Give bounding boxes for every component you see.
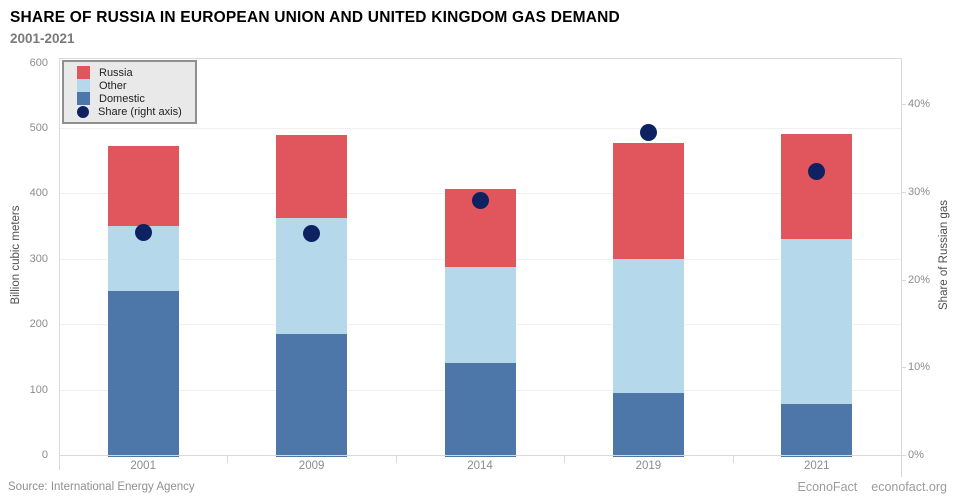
right-axis-tick-label: 40% <box>908 98 931 111</box>
left-axis-tick-label: 400 <box>29 187 48 200</box>
right-axis-tick <box>901 192 906 194</box>
right-axis-tick <box>901 455 906 456</box>
right-axis-title: Share of Russian gas <box>938 200 950 310</box>
left-axis-tick-label: 100 <box>29 383 48 396</box>
bar-segment-domestic-2021 <box>781 403 853 457</box>
x-axis-boundary-tick <box>732 455 734 463</box>
bar-segment-other-2021 <box>781 238 853 404</box>
share-dot-2014 <box>471 192 489 210</box>
left-axis-tick-label: 0 <box>41 449 48 461</box>
legend-swatch-icon <box>77 92 90 105</box>
legend-item-other: Other <box>77 79 189 92</box>
legend: Russia Other Domestic Share (right axis) <box>62 60 197 124</box>
right-axis-tick-label: 0% <box>908 449 924 461</box>
bar-segment-russia-2009 <box>276 134 348 218</box>
bar-segment-domestic-2009 <box>276 334 348 457</box>
right-axis-line <box>901 58 902 477</box>
legend-item-share: Share (right axis) <box>77 105 189 118</box>
legend-swatch-icon <box>77 66 90 79</box>
right-axis-tick-label: 20% <box>908 273 931 286</box>
bar-segment-other-2014 <box>444 267 516 364</box>
x-axis-boundary-tick <box>564 455 566 463</box>
left-axis-title: Billion cubic meters <box>10 205 22 305</box>
left-axis-line <box>59 58 60 470</box>
gridline <box>60 127 901 129</box>
legend-label: Share (right axis) <box>98 105 182 118</box>
plot-top-border <box>59 58 902 59</box>
bar-segment-domestic-2001 <box>107 291 179 457</box>
bar-segment-russia-2001 <box>107 146 179 227</box>
left-axis-tick-label: 500 <box>29 121 48 134</box>
left-axis-tick-label: 600 <box>29 56 48 69</box>
x-axis-label-2019: 2019 <box>635 460 662 472</box>
legend-item-domestic: Domestic <box>77 92 189 105</box>
bar-segment-russia-2021 <box>781 133 853 239</box>
left-axis-tick-label: 200 <box>29 318 48 331</box>
x-axis-boundary-tick <box>227 455 229 463</box>
chart-subtitle: 2001-2021 <box>10 31 75 46</box>
bar-segment-other-2019 <box>612 258 684 393</box>
x-axis-boundary-tick <box>395 455 397 463</box>
legend-label: Russia <box>99 66 133 79</box>
x-axis-label-2014: 2014 <box>467 460 493 472</box>
share-dot-2019 <box>639 123 657 141</box>
share-dot-2021 <box>808 162 826 180</box>
x-axis-label-2009: 2009 <box>298 460 325 472</box>
legend-label: Other <box>99 79 127 92</box>
econofact-brand: EconoFact <box>797 480 858 494</box>
share-dot-2009 <box>303 224 321 242</box>
bar-segment-domestic-2014 <box>444 363 516 457</box>
source-note: Source: International Energy Agency <box>8 481 195 493</box>
legend-item-russia: Russia <box>77 66 189 79</box>
legend-label: Domestic <box>99 92 145 105</box>
right-axis-tick-label: 30% <box>908 186 931 199</box>
right-axis-tick <box>901 279 906 281</box>
chart-title: SHARE OF RUSSIA IN EUROPEAN UNION AND UN… <box>10 9 620 26</box>
footer-brand: EconoFact econofact.org <box>797 480 947 494</box>
x-axis-label-2021: 2021 <box>804 460 830 472</box>
econofact-url: econofact.org <box>871 480 947 494</box>
legend-swatch-icon <box>77 79 90 92</box>
left-axis-tick-label: 300 <box>29 252 48 265</box>
right-axis-tick <box>901 104 906 106</box>
right-axis-tick-label: 10% <box>908 361 931 374</box>
bar-segment-russia-2019 <box>612 143 684 259</box>
x-axis-line <box>59 455 902 456</box>
bar-segment-domestic-2019 <box>612 392 684 457</box>
legend-circle-marker <box>77 105 89 118</box>
share-dot-2001 <box>134 223 152 241</box>
x-axis-label-2001: 2001 <box>130 460 156 472</box>
right-axis-tick <box>901 367 906 369</box>
